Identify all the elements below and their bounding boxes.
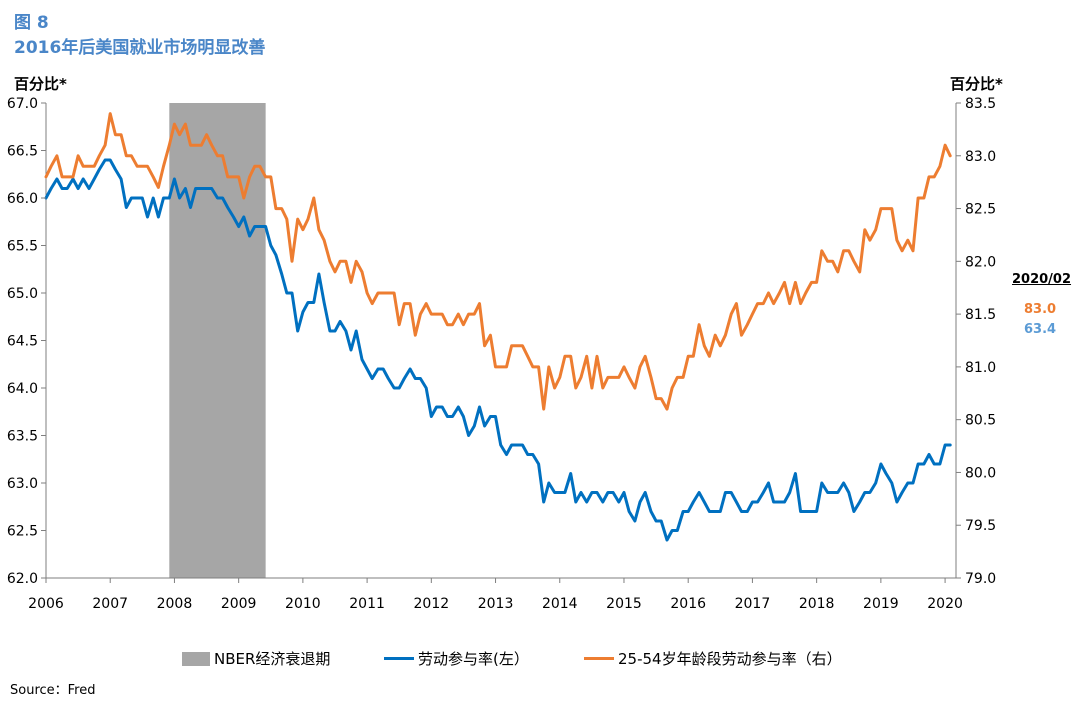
right-tick-label: 81.5 xyxy=(965,307,996,323)
x-tick-label: 2020 xyxy=(927,596,963,612)
x-tick-label: 2010 xyxy=(285,596,321,612)
right-tick-label: 81.0 xyxy=(965,360,996,376)
series-line-1 xyxy=(44,158,952,542)
left-tick-label: 65.5 xyxy=(7,239,38,255)
right-tick-label: 82.0 xyxy=(965,254,996,270)
right-axis-title: 百分比* xyxy=(950,75,1003,93)
right-tick-label: 79.0 xyxy=(965,571,996,587)
right-tick-label: 79.5 xyxy=(965,518,996,534)
x-tick-label: 2009 xyxy=(221,596,257,612)
legend-item-recession: NBER经济衰退期 xyxy=(182,648,330,669)
chart-title: 2016年后美国就业市场明显改善 xyxy=(14,38,266,58)
legend-swatch-series1 xyxy=(384,657,414,660)
source-note: Source：Fred xyxy=(10,683,96,698)
legend-label-series1: 劳动参与率(左） xyxy=(418,650,529,668)
series-line-2 xyxy=(44,112,952,411)
left-tick-label: 67.0 xyxy=(7,96,38,112)
latest-date-label: 2020/02 xyxy=(1012,272,1072,287)
legend-label-series2: 25-54岁年龄段劳动参与率（右） xyxy=(618,650,842,668)
right-tick-label: 83.5 xyxy=(965,96,996,112)
x-tick-label: 2013 xyxy=(478,596,514,612)
right-tick-label: 83.0 xyxy=(965,149,996,165)
x-tick-label: 2011 xyxy=(349,596,385,612)
left-tick-label: 62.0 xyxy=(7,571,38,587)
left-tick-label: 62.5 xyxy=(7,524,38,540)
x-tick-label: 2018 xyxy=(799,596,835,612)
left-tick-label: 66.0 xyxy=(7,191,38,207)
legend-item-series2: 25-54岁年龄段劳动参与率（右） xyxy=(584,648,842,669)
right-tick-label: 82.5 xyxy=(965,202,996,218)
x-tick-label: 2017 xyxy=(735,596,771,612)
left-tick-label: 65.0 xyxy=(7,286,38,302)
x-tick-label: 2007 xyxy=(92,596,128,612)
legend-swatch-recession xyxy=(182,651,210,666)
legend-swatch-series2 xyxy=(584,657,614,660)
left-tick-label: 64.5 xyxy=(7,334,38,350)
legend-item-series1: 劳动参与率(左） xyxy=(384,648,529,669)
right-tick-label: 80.0 xyxy=(965,465,996,481)
x-tick-label: 2008 xyxy=(157,596,193,612)
left-tick-label: 63.0 xyxy=(7,476,38,492)
latest-value-left-series: 63.4 xyxy=(1024,322,1057,337)
x-tick-label: 2019 xyxy=(863,596,899,612)
x-tick-label: 2012 xyxy=(414,596,450,612)
x-tick-label: 2014 xyxy=(542,596,578,612)
left-axis-title: 百分比* xyxy=(14,75,67,93)
chart-legend: NBER经济衰退期 劳动参与率(左） 25-54岁年龄段劳动参与率（右） xyxy=(0,648,1080,672)
left-tick-label: 64.0 xyxy=(7,381,38,397)
legend-label-recession: NBER经济衰退期 xyxy=(214,650,331,668)
x-tick-label: 2016 xyxy=(670,596,706,612)
x-tick-label: 2006 xyxy=(28,596,64,612)
x-tick-label: 2015 xyxy=(606,596,642,612)
left-tick-label: 66.5 xyxy=(7,144,38,160)
latest-value-right-series: 83.0 xyxy=(1024,302,1057,317)
figure-label: 图 8 xyxy=(14,13,49,33)
left-tick-label: 63.5 xyxy=(7,429,38,445)
right-tick-label: 80.5 xyxy=(965,413,996,429)
